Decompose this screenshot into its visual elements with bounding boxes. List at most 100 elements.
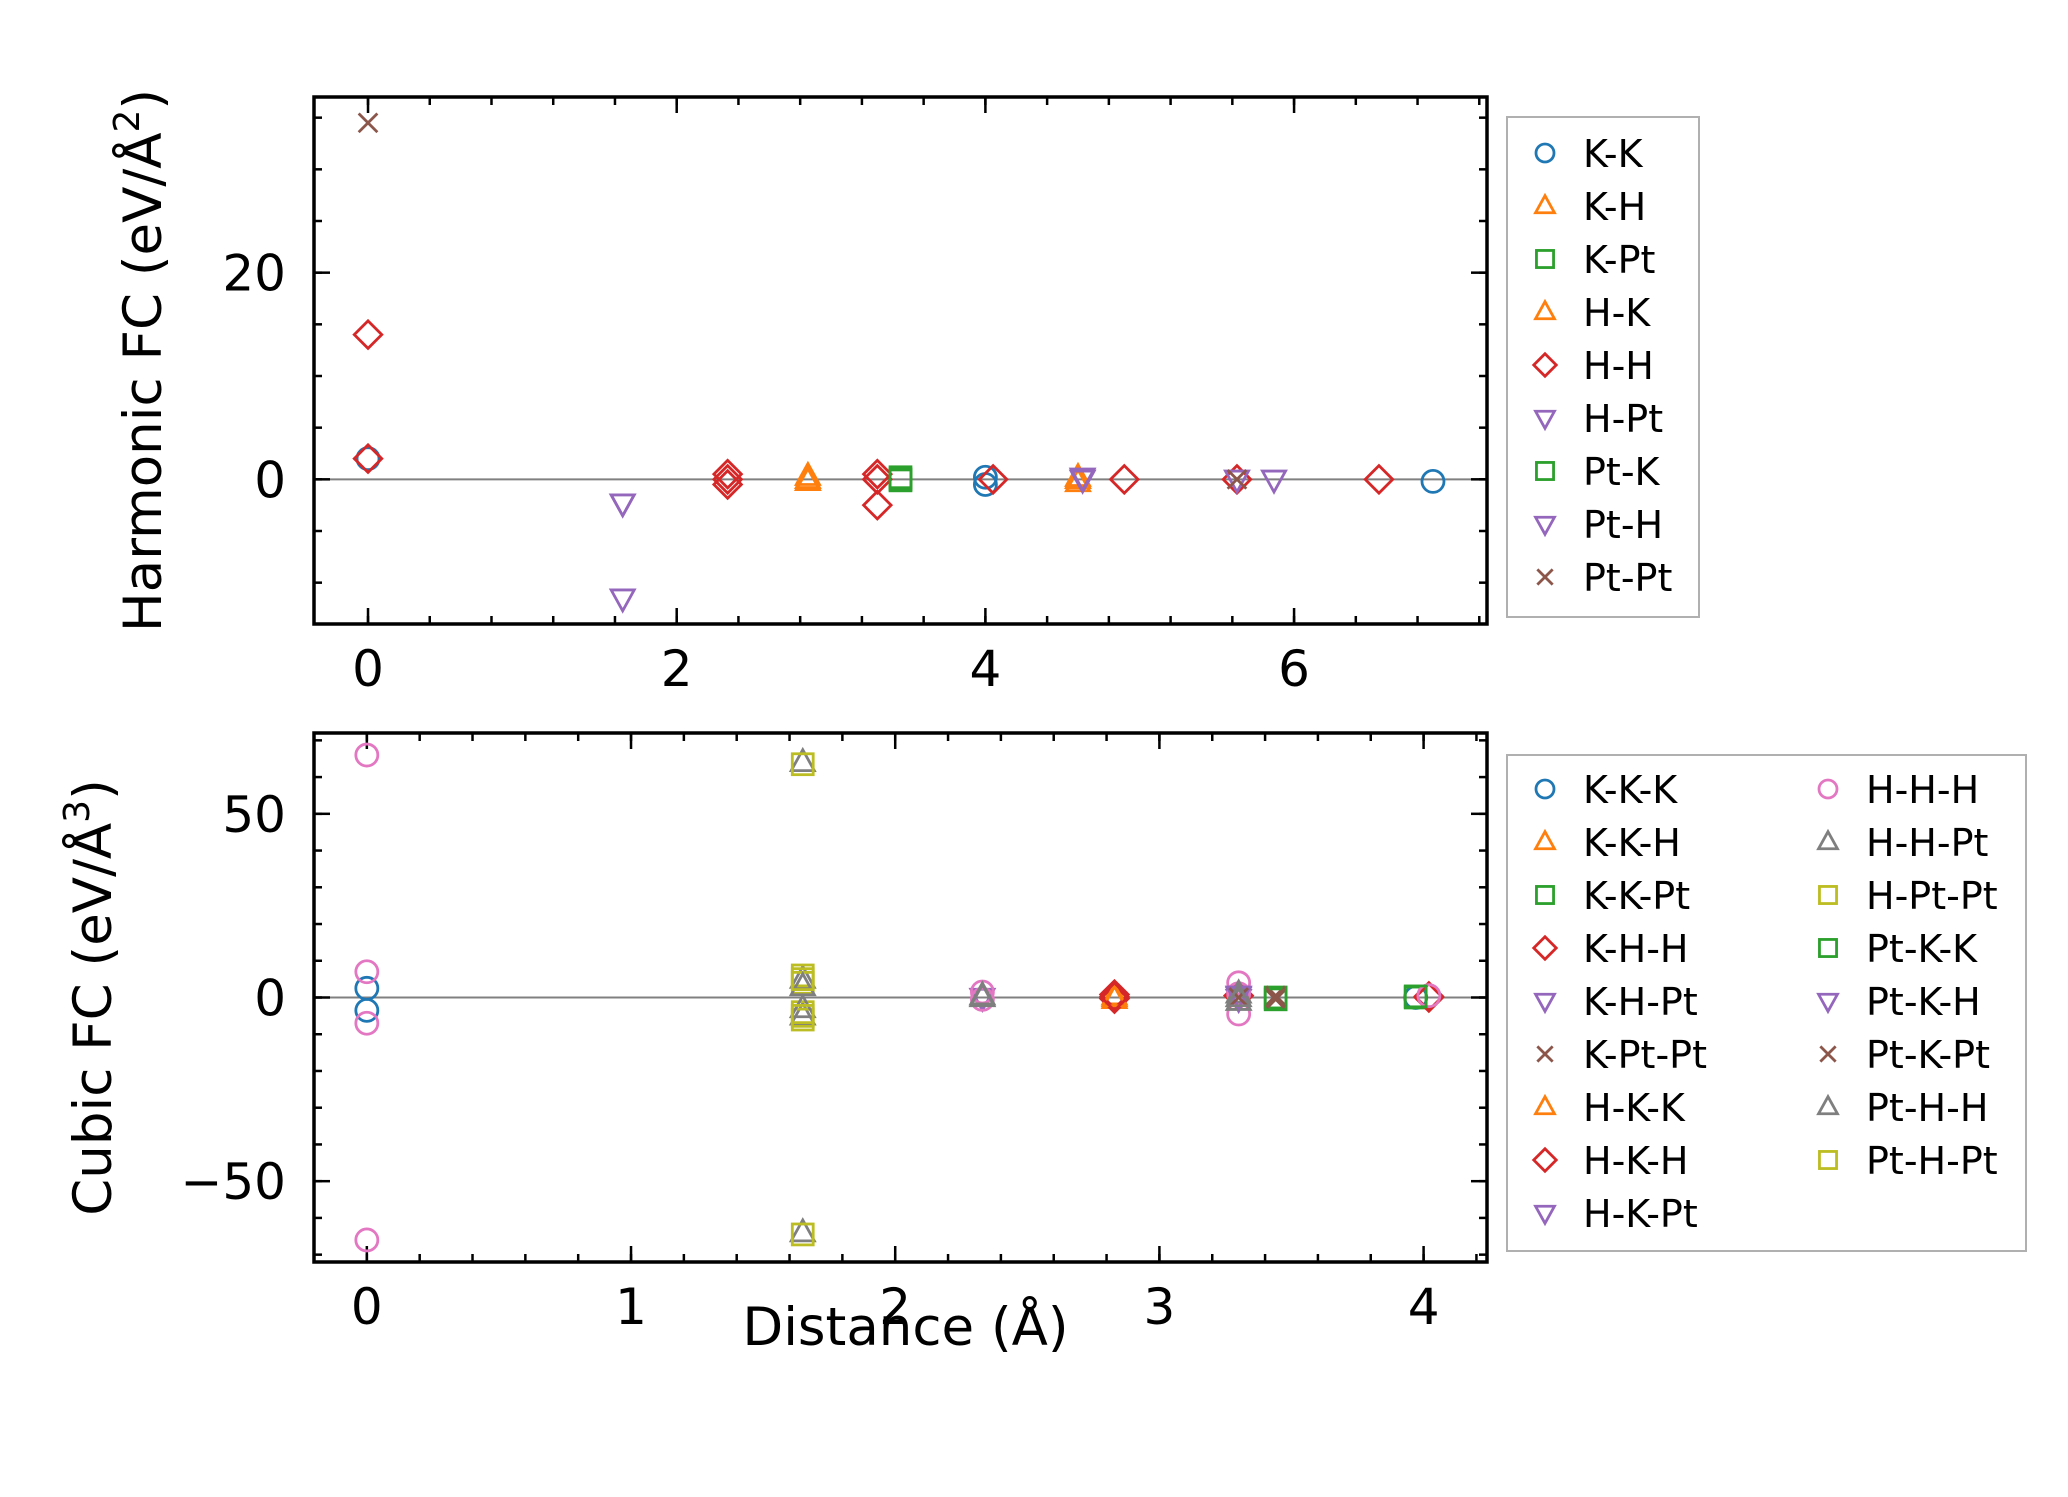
data-point-h-pt (608, 588, 637, 614)
circle-marker (1226, 970, 1252, 996)
series-pt-k (888, 467, 913, 492)
data-point-h-h (977, 463, 1009, 496)
triangle-down-marker (1533, 409, 1557, 432)
data-point-h-h (352, 318, 384, 351)
circle-marker (354, 959, 380, 985)
data-point-h-h (711, 468, 744, 501)
circle-marker (1420, 468, 1446, 494)
data-point-h-h (861, 463, 894, 496)
square-marker (790, 967, 815, 991)
data-point-pt-k (888, 467, 913, 492)
legend-marker-pt-k (1535, 461, 1555, 481)
circle-marker (354, 742, 380, 768)
legend-item-h-h-h: H-H-H (1817, 768, 1979, 812)
series-pt-h-h (788, 970, 1253, 1019)
triangle-up-marker (793, 465, 822, 492)
x-tick-label: 6 (1278, 640, 1310, 698)
legend-item-h-h-pt: H-H-Pt (1816, 821, 1988, 865)
legend-label: H-Pt (1583, 397, 1663, 441)
legend-item-k-pt: K-Pt (1535, 238, 1655, 282)
triangle-up-marker (788, 1217, 817, 1243)
legend-marker-pt-k-pt (1819, 1045, 1837, 1063)
legend-item-pt-pt: Pt-Pt (1536, 556, 1672, 600)
triangle-up-marker (1816, 1093, 1840, 1116)
y-axis-title-main: Cubic FC (eV/Å (60, 823, 124, 1216)
axes-frame (312, 731, 1489, 1264)
legend-marker-k-h-h (1531, 934, 1559, 962)
legend-label: H-H-H (1866, 768, 1979, 812)
legend: K-K K-H K-Pt H-K H-H H-Pt Pt-K Pt-H Pt-Pt (1506, 116, 1700, 618)
square-marker (790, 1004, 815, 1028)
triangle-up-marker (788, 970, 817, 997)
diamond-marker (1108, 463, 1141, 496)
data-point-pt-h-h (788, 970, 817, 997)
data-point-pt-h-pt (790, 1004, 815, 1028)
legend-item-h-pt-pt: H-Pt-Pt (1818, 874, 1998, 918)
legend-item-pt-h-h: Pt-H-H (1816, 1086, 1988, 1130)
diamond-marker (711, 463, 744, 496)
legend-marker-h-h-pt (1816, 828, 1840, 851)
data-point-h-pt (1223, 469, 1251, 495)
series-h-k (793, 463, 1092, 492)
legend-item-k-pt-pt: K-Pt-Pt (1536, 1033, 1707, 1077)
legend-label: Pt-K-Pt (1866, 1033, 1990, 1077)
data-point-h-pt (608, 493, 637, 519)
triangle-up-marker (1064, 463, 1092, 489)
legend-marker-pt-k-k (1818, 938, 1838, 958)
legend-item-h-k-h: H-K-H (1531, 1139, 1689, 1183)
diamond-marker (861, 489, 894, 521)
data-point-pt-h-h (1224, 981, 1253, 1008)
legend-marker-pt-k-h (1816, 992, 1840, 1015)
legend-label: Pt-H-H (1866, 1086, 1988, 1130)
legend-marker-h-h (1531, 351, 1559, 379)
diamond-marker (1098, 981, 1131, 1013)
diamond-marker (352, 442, 384, 475)
data-point-h-h-h (1416, 983, 1442, 1009)
y-axis-title-close: ) (113, 89, 174, 110)
legend-marker-pt-h-pt (1818, 1150, 1838, 1170)
x-marker-stroke (1265, 987, 1286, 1008)
triangle-up-marker (1533, 828, 1557, 851)
x-tick-label: 4 (969, 640, 1001, 698)
y-axis-title-main: Harmonic FC (eV/Å (110, 133, 174, 633)
triangle-down-marker (608, 493, 637, 519)
data-point-h-k-h (1098, 981, 1131, 1013)
legend-marker-k-k-k (1534, 778, 1556, 800)
x-marker-stroke (1228, 987, 1250, 1008)
legend-item-pt-k: Pt-K (1535, 450, 1661, 494)
legend-label: H-K-K (1583, 1086, 1686, 1130)
legend-item-k-k-pt: K-K-Pt (1535, 874, 1690, 918)
circle-marker (1416, 983, 1442, 1009)
legend-frame (1506, 754, 2027, 1252)
legend-label: K-Pt-Pt (1583, 1033, 1707, 1077)
circle-marker (354, 1227, 380, 1253)
triangle-up-marker (968, 980, 997, 1006)
data-point-pt-pt (357, 112, 379, 134)
square-marker (1818, 938, 1838, 958)
triangle-up-marker (793, 460, 822, 486)
triangle-up-marker (788, 746, 817, 773)
data-point-h-h (861, 489, 894, 521)
circle-marker (969, 986, 995, 1012)
data-point-h-h (861, 458, 894, 490)
legend-marker-h-k-k (1533, 1093, 1557, 1116)
circle-marker (972, 464, 998, 490)
data-point-pt-k-pt (1265, 987, 1286, 1008)
triangle-down-marker (1260, 469, 1288, 495)
y-tick-label: 50 (222, 786, 286, 844)
triangle-up-marker (1224, 981, 1253, 1008)
series-pt-pt (357, 112, 1248, 490)
triangle-down-marker (1816, 992, 1840, 1015)
circle-marker (354, 997, 380, 1023)
legend-label: H-K (1583, 291, 1651, 335)
square-marker (1818, 885, 1838, 905)
x-tick-label: 2 (879, 1278, 911, 1336)
circle-marker (1817, 778, 1839, 800)
series-h-pt (608, 469, 1288, 614)
data-point-h-k (793, 465, 822, 492)
legend-item-k-h-pt: K-H-Pt (1533, 980, 1698, 1024)
x-tick-label: 0 (351, 1278, 383, 1336)
data-point-k-k-k (354, 997, 380, 1023)
